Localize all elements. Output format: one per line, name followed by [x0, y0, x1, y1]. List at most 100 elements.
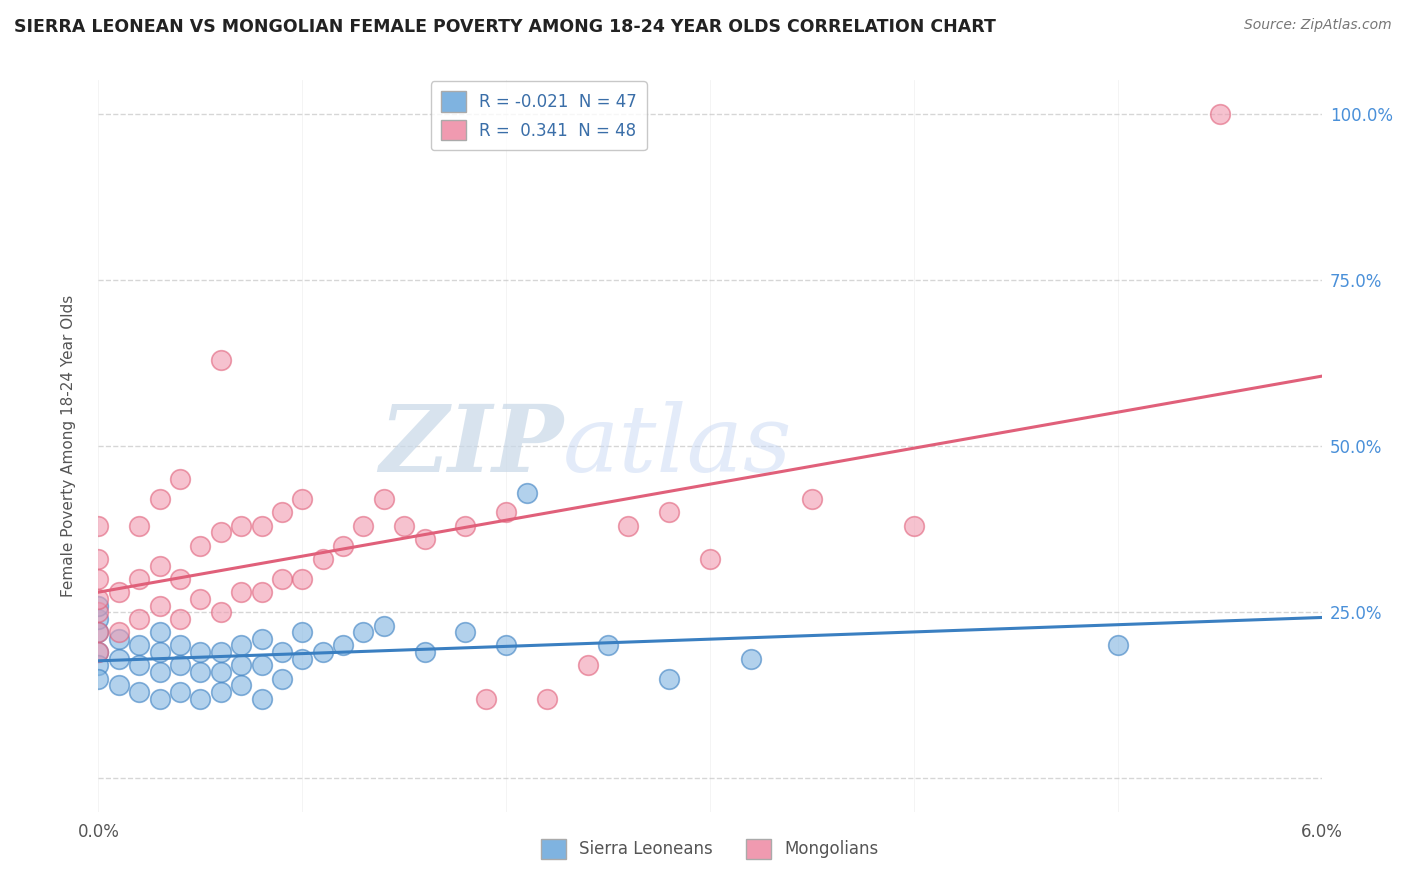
Point — [87, 645, 110, 659]
Point — [231, 678, 253, 692]
Point — [576, 658, 599, 673]
Point — [454, 518, 477, 533]
Point — [149, 645, 172, 659]
Point — [169, 612, 191, 626]
Point — [270, 572, 292, 586]
Point — [169, 658, 191, 673]
Point — [332, 639, 354, 653]
Legend: Sierra Leoneans, Mongolians: Sierra Leoneans, Mongolians — [534, 832, 886, 865]
Point — [495, 639, 517, 653]
Point — [658, 672, 681, 686]
Point — [87, 625, 110, 640]
Point — [188, 539, 212, 553]
Point — [516, 485, 538, 500]
Point — [291, 652, 314, 666]
Point — [454, 625, 477, 640]
Point — [1107, 639, 1129, 653]
Point — [209, 685, 232, 699]
Point — [87, 645, 110, 659]
Point — [373, 492, 395, 507]
Point — [149, 599, 172, 613]
Point — [209, 645, 232, 659]
Text: SIERRA LEONEAN VS MONGOLIAN FEMALE POVERTY AMONG 18-24 YEAR OLDS CORRELATION CHA: SIERRA LEONEAN VS MONGOLIAN FEMALE POVER… — [14, 18, 995, 36]
Point — [231, 639, 253, 653]
Point — [231, 658, 253, 673]
Point — [87, 591, 110, 606]
Point — [87, 552, 110, 566]
Point — [536, 691, 558, 706]
Point — [250, 632, 273, 646]
Point — [108, 632, 131, 646]
Point — [209, 665, 232, 679]
Point — [209, 605, 232, 619]
Point — [250, 691, 273, 706]
Point — [231, 518, 253, 533]
Point — [250, 518, 273, 533]
Point — [291, 572, 314, 586]
Point — [332, 539, 354, 553]
Point — [311, 552, 335, 566]
Point — [87, 572, 110, 586]
Point — [87, 599, 110, 613]
Point — [108, 678, 131, 692]
Text: Source: ZipAtlas.com: Source: ZipAtlas.com — [1244, 18, 1392, 32]
Point — [87, 658, 110, 673]
Point — [149, 625, 172, 640]
Point — [87, 518, 110, 533]
Point — [128, 658, 150, 673]
Point — [169, 685, 191, 699]
Point — [149, 691, 172, 706]
Point — [413, 645, 436, 659]
Point — [128, 612, 150, 626]
Point — [231, 585, 253, 599]
Point — [149, 558, 172, 573]
Point — [270, 672, 292, 686]
Point — [169, 472, 191, 486]
Point — [291, 492, 314, 507]
Point — [1208, 106, 1232, 120]
Point — [699, 552, 721, 566]
Point — [209, 352, 232, 367]
Point — [373, 618, 395, 632]
Point — [801, 492, 824, 507]
Point — [188, 591, 212, 606]
Point — [149, 492, 172, 507]
Point — [658, 506, 681, 520]
Point — [392, 518, 416, 533]
Point — [188, 691, 212, 706]
Text: ZIP: ZIP — [380, 401, 564, 491]
Point — [128, 639, 150, 653]
Point — [270, 645, 292, 659]
Point — [87, 605, 110, 619]
Point — [291, 625, 314, 640]
Point — [169, 572, 191, 586]
Point — [108, 625, 131, 640]
Point — [250, 658, 273, 673]
Point — [352, 625, 374, 640]
Point — [352, 518, 374, 533]
Point — [598, 639, 620, 653]
Point — [188, 665, 212, 679]
Point — [209, 525, 232, 540]
Point — [474, 691, 498, 706]
Point — [128, 572, 150, 586]
Point — [87, 672, 110, 686]
Point — [740, 652, 762, 666]
Point — [188, 645, 212, 659]
Point — [108, 585, 131, 599]
Point — [169, 639, 191, 653]
Point — [270, 506, 292, 520]
Point — [149, 665, 172, 679]
Point — [128, 518, 150, 533]
Point — [311, 645, 335, 659]
Y-axis label: Female Poverty Among 18-24 Year Olds: Female Poverty Among 18-24 Year Olds — [62, 295, 76, 597]
Text: atlas: atlas — [564, 401, 793, 491]
Point — [495, 506, 517, 520]
Point — [903, 518, 925, 533]
Point — [87, 625, 110, 640]
Point — [413, 532, 436, 546]
Point — [128, 685, 150, 699]
Point — [617, 518, 640, 533]
Point — [250, 585, 273, 599]
Point — [108, 652, 131, 666]
